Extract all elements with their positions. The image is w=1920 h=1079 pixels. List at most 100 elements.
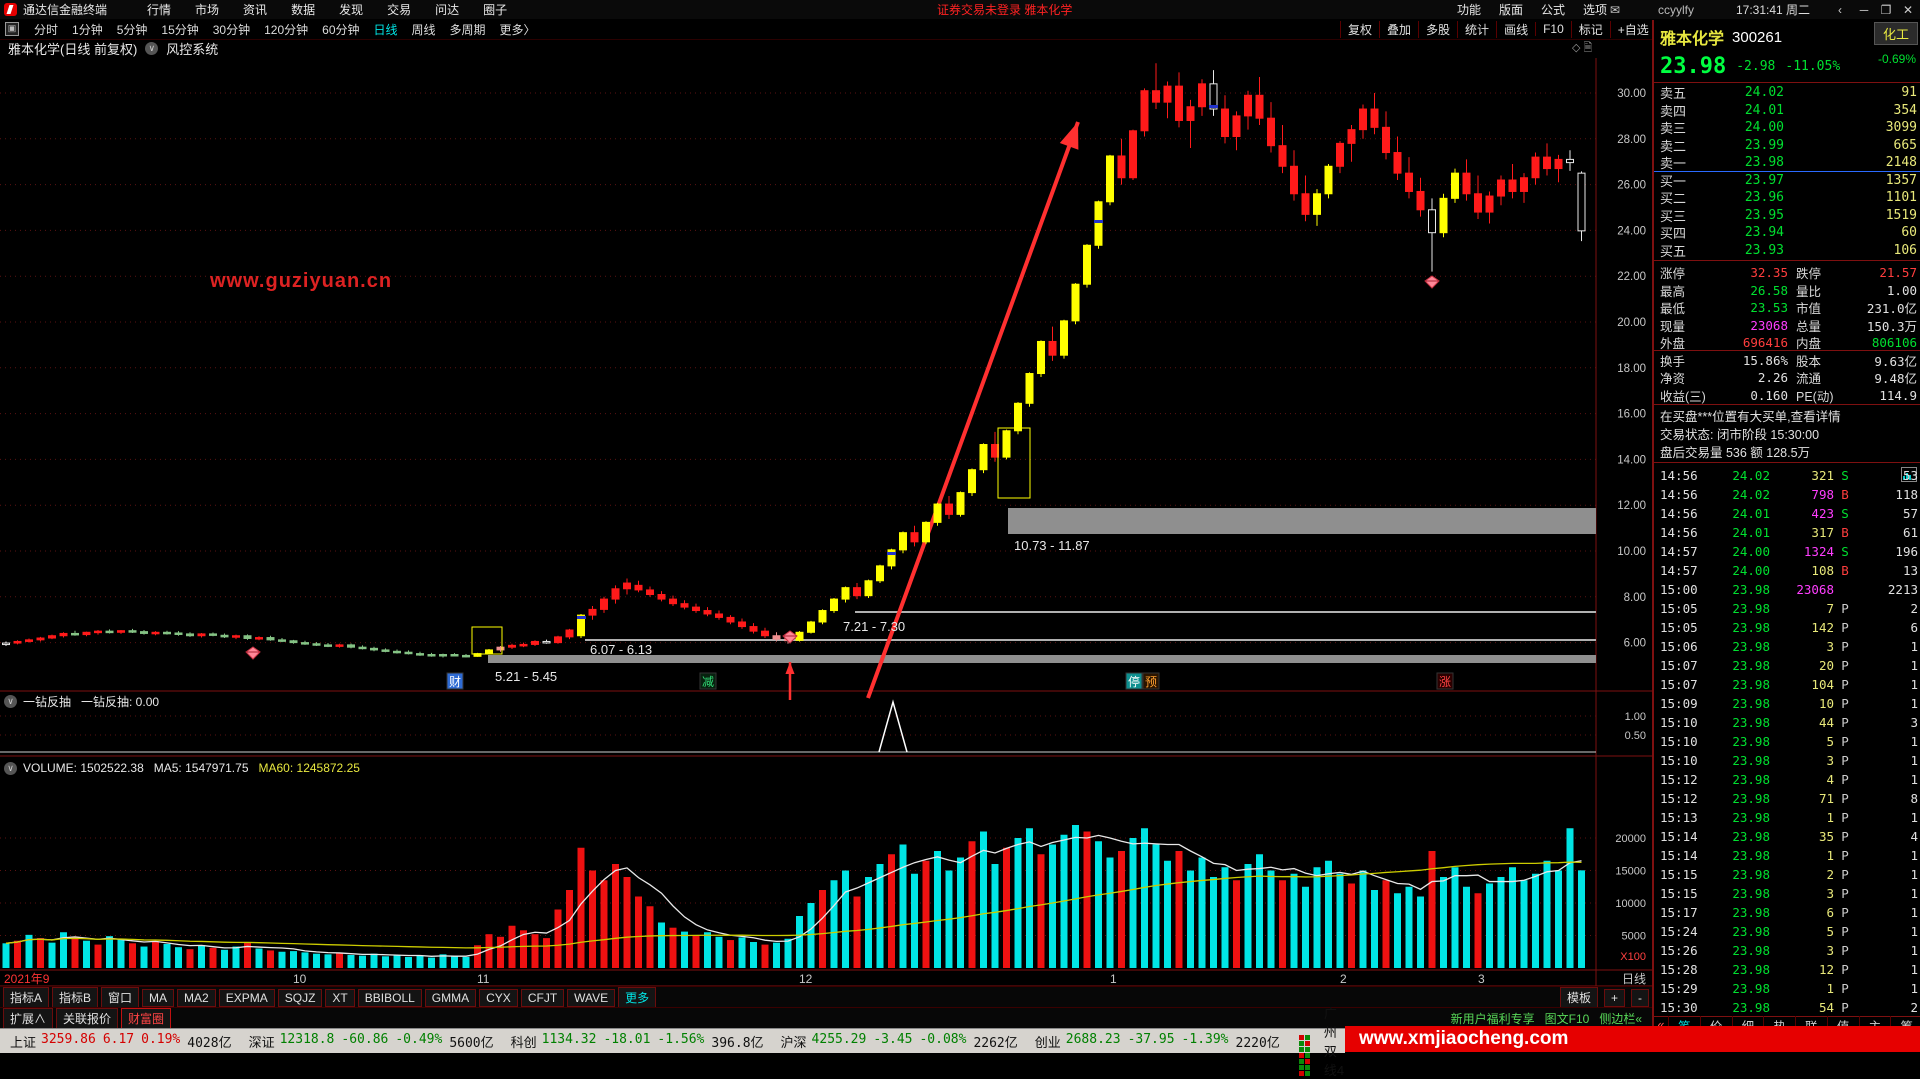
maximize-icon[interactable]: ❐ <box>1880 2 1892 17</box>
index-沪深[interactable]: 沪深 4255.29 -3.45 -0.08% 2262亿 <box>781 1032 1025 1051</box>
period-tab-周线[interactable]: 周线 <box>411 22 436 37</box>
footer-CFJT-button[interactable]: CFJT <box>520 988 565 1007</box>
main-chart[interactable]: 30.0028.0026.0024.0022.0020.0018.0016.00… <box>0 0 1652 1030</box>
tick-row[interactable]: 15:10 23.98 5 P 1 <box>1654 732 1920 751</box>
user-id[interactable]: ccyylfy <box>1658 2 1694 17</box>
period-tab-多周期[interactable]: 多周期 <box>449 22 486 37</box>
footer-+-button[interactable]: + <box>1603 988 1625 1007</box>
footer-SQJZ-button[interactable]: SQJZ <box>277 988 323 1007</box>
toolbar-标记-button[interactable]: 标记 <box>1570 20 1610 38</box>
minimize-icon[interactable]: ─ <box>1859 2 1869 17</box>
footer-指标A-button[interactable]: 指标A <box>3 987 50 1008</box>
menu-交易[interactable]: 交易 <box>387 3 412 17</box>
chart-subtitle[interactable]: 风控系统 <box>166 42 219 57</box>
index-科创[interactable]: 科创 1134.32 -18.01 -1.56% 396.8亿 <box>511 1032 771 1051</box>
menu-公式[interactable]: 公式 <box>1541 3 1566 17</box>
toolbar-统计-button[interactable]: 统计 <box>1457 20 1496 38</box>
menu-问达[interactable]: 问达 <box>435 3 460 17</box>
toolbar-多股-button[interactable]: 多股 <box>1418 20 1457 38</box>
footer-link-新用户福利专享[interactable]: 新用户福利专享 <box>1450 1012 1535 1026</box>
tick-row[interactable]: 15:09 23.98 10 P 1 <box>1654 694 1920 713</box>
after-hours-chart-icon[interactable] <box>1901 467 1917 482</box>
tick-row[interactable]: 14:56 24.01 317 B 61 <box>1654 523 1920 542</box>
menu-选项[interactable]: 选项 <box>1583 3 1608 17</box>
industry-badge[interactable]: 化工 <box>1873 22 1918 45</box>
period-tab-日线[interactable]: 日线 <box>373 22 398 37</box>
tick-row[interactable]: 15:29 23.98 1 P 1 <box>1654 979 1920 998</box>
tick-row[interactable]: 15:17 23.98 6 P 1 <box>1654 903 1920 922</box>
tick-row[interactable]: 15:14 23.98 35 P 4 <box>1654 827 1920 846</box>
volume-collapse-icon[interactable]: ∨ <box>4 761 17 775</box>
period-tab-分时[interactable]: 分时 <box>34 22 59 37</box>
menu-市场[interactable]: 市场 <box>195 3 220 17</box>
server-name[interactable]: 广州双线4 <box>1323 1006 1345 1078</box>
footer-EXPMA-button[interactable]: EXPMA <box>218 988 275 1007</box>
footer-MA-button[interactable]: MA <box>142 988 175 1007</box>
close-icon[interactable]: ✕ <box>1902 2 1914 17</box>
footer-扩展∧-button[interactable]: 扩展∧ <box>3 1008 54 1029</box>
footer-窗口-button[interactable]: 窗口 <box>101 987 140 1008</box>
footer-更多-button[interactable]: 更多 <box>618 987 657 1008</box>
menu-资讯[interactable]: 资讯 <box>243 3 268 17</box>
footer---button[interactable]: - <box>1631 988 1649 1007</box>
period-tab-5分钟[interactable]: 5分钟 <box>116 22 148 37</box>
tick-row[interactable]: 15:05 23.98 142 P 6 <box>1654 618 1920 637</box>
toolbar-F10-button[interactable]: F10 <box>1535 22 1571 36</box>
menu-数据[interactable]: 数据 <box>291 3 316 17</box>
footer-GMMA-button[interactable]: GMMA <box>424 988 477 1007</box>
footer-WAVE-button[interactable]: WAVE <box>567 988 616 1007</box>
toolbar-+自选-button[interactable]: +自选 <box>1609 20 1656 38</box>
tick-row[interactable]: 15:30 23.98 54 P 2 <box>1654 998 1920 1017</box>
tick-row[interactable]: 15:15 23.98 2 P 1 <box>1654 865 1920 884</box>
tick-row[interactable]: 14:57 24.00 108 B 13 <box>1654 561 1920 580</box>
tick-row[interactable]: 15:28 23.98 12 P 1 <box>1654 960 1920 979</box>
panel-collapse-icon[interactable]: « <box>1657 1018 1665 1032</box>
footer-XT-button[interactable]: XT <box>325 988 355 1007</box>
index-创业[interactable]: 创业 2688.23 -37.95 -1.39% 2220亿 <box>1035 1032 1287 1051</box>
layout-grid-icon[interactable]: ▣ <box>5 22 19 36</box>
footer-指标B-button[interactable]: 指标B <box>52 987 99 1008</box>
menu-发现[interactable]: 发现 <box>339 3 364 17</box>
collapse-window-icon[interactable]: ‹ <box>1838 2 1842 17</box>
tick-row[interactable]: 15:06 23.98 3 P 1 <box>1654 637 1920 656</box>
tick-row[interactable]: 14:56 24.02 798 B 118 <box>1654 485 1920 504</box>
tick-row[interactable]: 14:56 24.02 321 S 53 <box>1654 466 1920 485</box>
tick-row[interactable]: 14:56 24.01 423 S 57 <box>1654 504 1920 523</box>
period-tab-更多〉[interactable]: 更多〉 <box>499 22 536 37</box>
tick-row[interactable]: 15:05 23.98 7 P 2 <box>1654 599 1920 618</box>
footer-财富圈-button[interactable]: 财富圈 <box>121 1008 172 1029</box>
footer-BBIBOLL-button[interactable]: BBIBOLL <box>357 988 422 1007</box>
menu-功能[interactable]: 功能 <box>1457 3 1482 17</box>
toolbar-叠加-button[interactable]: 叠加 <box>1379 20 1418 38</box>
footer-模板-button[interactable]: 模板 <box>1559 987 1598 1008</box>
footer-MA2-button[interactable]: MA2 <box>177 988 216 1007</box>
footer-关联报价-button[interactable]: 关联报价 <box>56 1008 119 1029</box>
tick-row[interactable]: 15:12 23.98 71 P 8 <box>1654 789 1920 808</box>
chart-corner-icons[interactable]: ◇ 🗎 <box>1572 42 1593 54</box>
period-tab-60分钟[interactable]: 60分钟 <box>322 22 360 37</box>
tick-row[interactable]: 15:10 23.98 3 P 1 <box>1654 751 1920 770</box>
login-alert[interactable]: 证券交易未登录 雅本化学 <box>937 3 1073 17</box>
tick-row[interactable]: 15:07 23.98 104 P 1 <box>1654 675 1920 694</box>
toolbar-复权-button[interactable]: 复权 <box>1340 20 1379 38</box>
tick-row[interactable]: 15:07 23.98 20 P 1 <box>1654 656 1920 675</box>
tick-row[interactable]: 15:26 23.98 3 P 1 <box>1654 941 1920 960</box>
period-tab-1分钟[interactable]: 1分钟 <box>72 22 103 37</box>
menu-版面[interactable]: 版面 <box>1499 3 1524 17</box>
chevron-down-icon[interactable]: ∨ <box>145 42 159 55</box>
index-深证[interactable]: 深证 12318.8 -60.86 -0.49% 5600亿 <box>249 1032 501 1051</box>
tick-row[interactable]: 15:10 23.98 44 P 3 <box>1654 713 1920 732</box>
tick-row[interactable]: 15:14 23.98 1 P 1 <box>1654 846 1920 865</box>
big-order-notice[interactable]: 在买盘***位置有大买单,查看详情 <box>1660 410 1841 424</box>
period-tab-15分钟[interactable]: 15分钟 <box>161 22 199 37</box>
footer-link-侧边栏«[interactable]: 侧边栏« <box>1599 1012 1642 1026</box>
tick-row[interactable]: 14:57 24.00 1324 S 196 <box>1654 542 1920 561</box>
tick-row[interactable]: 15:12 23.98 4 P 1 <box>1654 770 1920 789</box>
footer-link-图文F10[interactable]: 图文F10 <box>1544 1012 1590 1026</box>
ad-banner[interactable]: www.xmjiaocheng.com <box>1345 1026 1920 1052</box>
indicator-collapse-icon[interactable]: ∨ <box>4 694 17 708</box>
market-heatmap-icon[interactable] <box>1298 1035 1316 1076</box>
footer-CYX-button[interactable]: CYX <box>479 988 518 1007</box>
tick-row[interactable]: 15:24 23.98 5 P 1 <box>1654 922 1920 941</box>
menu-行情[interactable]: 行情 <box>147 3 172 17</box>
